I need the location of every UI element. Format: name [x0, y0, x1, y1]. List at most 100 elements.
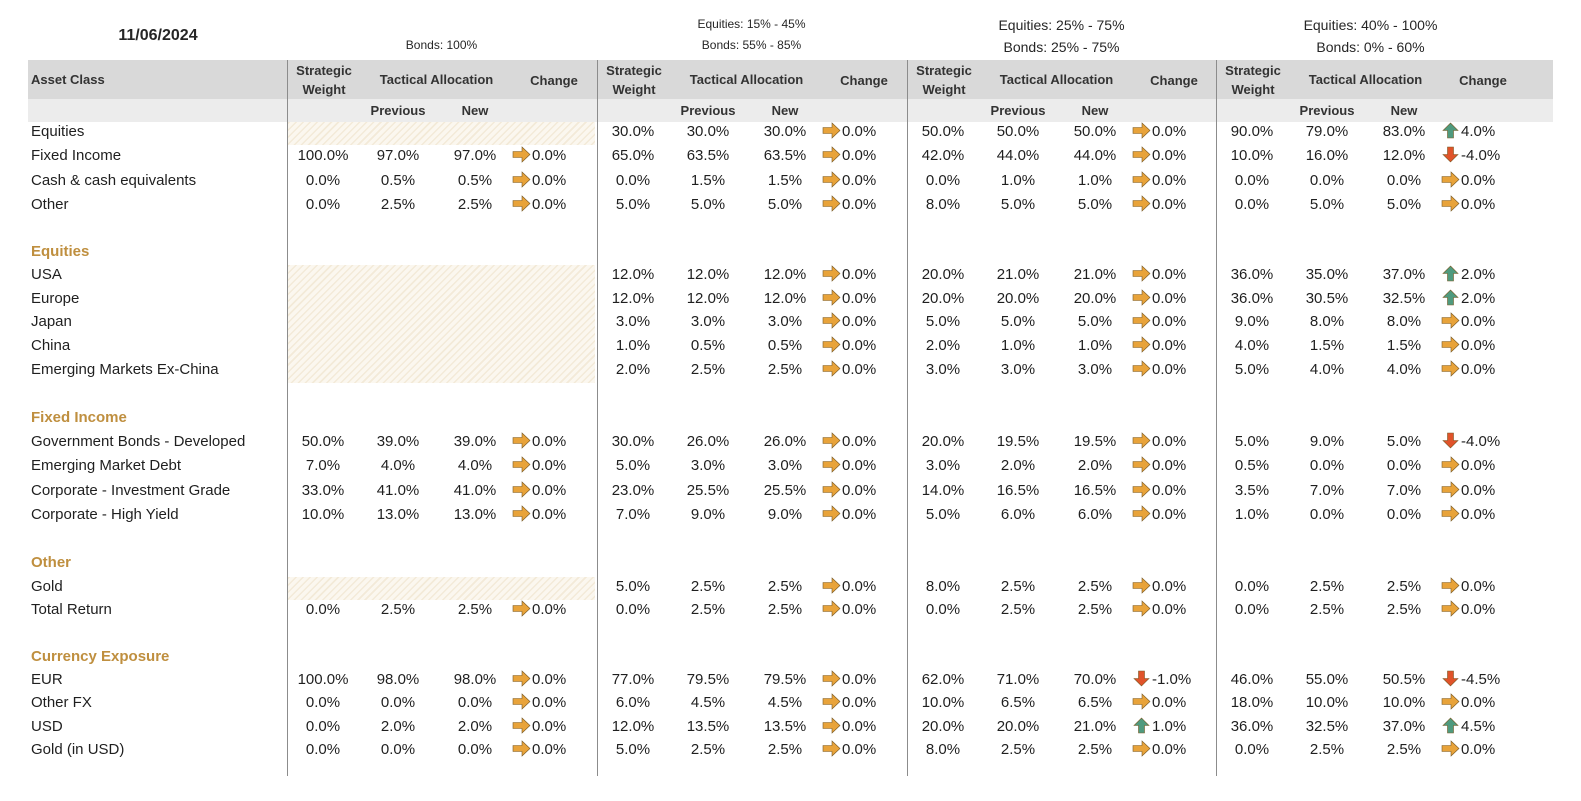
change-text: 0.0%: [1461, 337, 1496, 354]
previous-value: 25.5%: [686, 482, 730, 499]
change-value: 0.0%: [1441, 360, 1519, 378]
change-header: Change: [530, 73, 578, 88]
strategic-weight-value: 33.0%: [301, 482, 345, 499]
change-value: 0.0%: [822, 122, 900, 140]
change-text: 0.0%: [1152, 290, 1187, 307]
portfolio-title: Bonds: 100%: [288, 14, 595, 56]
arrow-right-icon: [822, 171, 841, 188]
arrow-right-icon: [1441, 505, 1460, 522]
new-value: 5.0%: [1386, 196, 1422, 213]
strategic-weight-value: 5.0%: [925, 506, 961, 523]
arrow-right-icon: [822, 577, 841, 594]
new-header: New: [1390, 103, 1418, 118]
change-value: 0.0%: [1132, 505, 1210, 523]
strategic-weight-value: 0.0%: [1234, 578, 1270, 595]
strategic-weight-value: 3.0%: [615, 313, 651, 330]
arrow-right-icon: [1441, 481, 1460, 498]
arrow-right-icon: [1132, 456, 1151, 473]
new-header: New: [771, 103, 799, 118]
change-text: 0.0%: [1461, 196, 1496, 213]
tactical-allocation-header: Tactical Allocation: [689, 72, 804, 87]
previous-value: 2.0%: [1000, 457, 1036, 474]
change-text: 0.0%: [1461, 457, 1496, 474]
arrow-up-icon: [1442, 122, 1459, 139]
arrow-right-icon: [512, 456, 531, 473]
new-value: 50.0%: [1073, 123, 1117, 140]
strategic-weight-value: 65.0%: [611, 147, 655, 164]
new-value: 26.0%: [763, 433, 807, 450]
new-value: 1.5%: [767, 172, 803, 189]
asset-class-label: USD: [31, 718, 63, 735]
previous-value: 35.0%: [1305, 266, 1349, 283]
change-text: 0.0%: [532, 433, 567, 450]
previous-value: 2.5%: [380, 601, 416, 618]
change-value: 0.0%: [1132, 432, 1210, 450]
arrow-right-icon: [1441, 195, 1460, 212]
arrow-right-icon: [822, 289, 841, 306]
previous-value: 30.0%: [686, 123, 730, 140]
previous-value: 97.0%: [376, 147, 420, 164]
change-text: 0.0%: [842, 741, 877, 758]
arrow-right-icon: [1132, 740, 1151, 757]
arrow-right-icon: [1132, 289, 1151, 306]
new-value: 0.0%: [457, 741, 493, 758]
new-value: 1.0%: [1077, 337, 1113, 354]
arrow-right-icon: [822, 670, 841, 687]
arrow-right-icon: [512, 670, 531, 687]
change-value: 2.0%: [1441, 265, 1519, 283]
strategic-weight-value: 5.0%: [925, 313, 961, 330]
arrow-right-icon: [1132, 122, 1151, 139]
new-value: 20.0%: [1073, 290, 1117, 307]
tactical-allocation-header: Tactical Allocation: [379, 72, 494, 87]
strategic-weight-value: 50.0%: [921, 123, 965, 140]
change-value: 0.0%: [1441, 171, 1519, 189]
change-text: 0.0%: [842, 290, 877, 307]
change-value: 0.0%: [822, 693, 900, 711]
arrow-right-icon: [822, 600, 841, 617]
previous-value: 41.0%: [376, 482, 420, 499]
change-text: 0.0%: [842, 718, 877, 735]
arrow-right-icon: [512, 195, 531, 212]
change-text: 0.0%: [1152, 457, 1187, 474]
strategic-weight-value: 12.0%: [611, 718, 655, 735]
strategic-weight-header: Strategic Weight: [1217, 61, 1289, 99]
strategic-weight-value: 0.0%: [1234, 172, 1270, 189]
new-value: 97.0%: [453, 147, 497, 164]
section-heading: Other: [31, 554, 72, 571]
strategic-header-line: Weight: [612, 82, 656, 97]
arrow-right-icon: [822, 432, 841, 449]
previous-value: 2.5%: [1000, 578, 1036, 595]
arrow-right-icon: [822, 122, 841, 139]
new-value: 2.5%: [1077, 601, 1113, 618]
column-divider: [597, 60, 598, 776]
previous-value: 55.0%: [1305, 671, 1349, 688]
new-value: 1.0%: [1077, 172, 1113, 189]
previous-value: 50.0%: [996, 123, 1040, 140]
arrow-down-icon: [1442, 432, 1459, 449]
change-text: 0.0%: [1461, 172, 1496, 189]
asset-class-label: China: [31, 337, 71, 354]
new-value: 5.0%: [767, 196, 803, 213]
strategic-weight-value: 3.5%: [1234, 482, 1270, 499]
strategic-weight-header: Strategic Weight: [598, 61, 670, 99]
asset-class-label: Gold: [31, 578, 63, 595]
strategic-weight-value: 77.0%: [611, 671, 655, 688]
new-value: 0.0%: [457, 694, 493, 711]
section-heading: Equities: [31, 243, 90, 260]
previous-value: 2.5%: [1309, 578, 1345, 595]
change-value: 0.0%: [1441, 577, 1519, 595]
change-value: 0.0%: [512, 600, 590, 618]
change-value: -1.0%: [1132, 670, 1210, 688]
arrow-right-icon: [1132, 505, 1151, 522]
change-value: 0.0%: [822, 505, 900, 523]
previous-value: 4.0%: [1309, 361, 1345, 378]
strategic-weight-header: Strategic Weight: [908, 61, 980, 99]
new-value: 30.0%: [763, 123, 807, 140]
strategic-header-line: Strategic: [1225, 63, 1281, 78]
previous-value: 71.0%: [996, 671, 1040, 688]
change-value: 0.0%: [822, 600, 900, 618]
previous-value: 2.5%: [1309, 601, 1345, 618]
asset-class-label: Emerging Markets Ex-China: [31, 361, 219, 378]
column-divider: [287, 60, 288, 776]
new-value: 0.0%: [1386, 506, 1422, 523]
